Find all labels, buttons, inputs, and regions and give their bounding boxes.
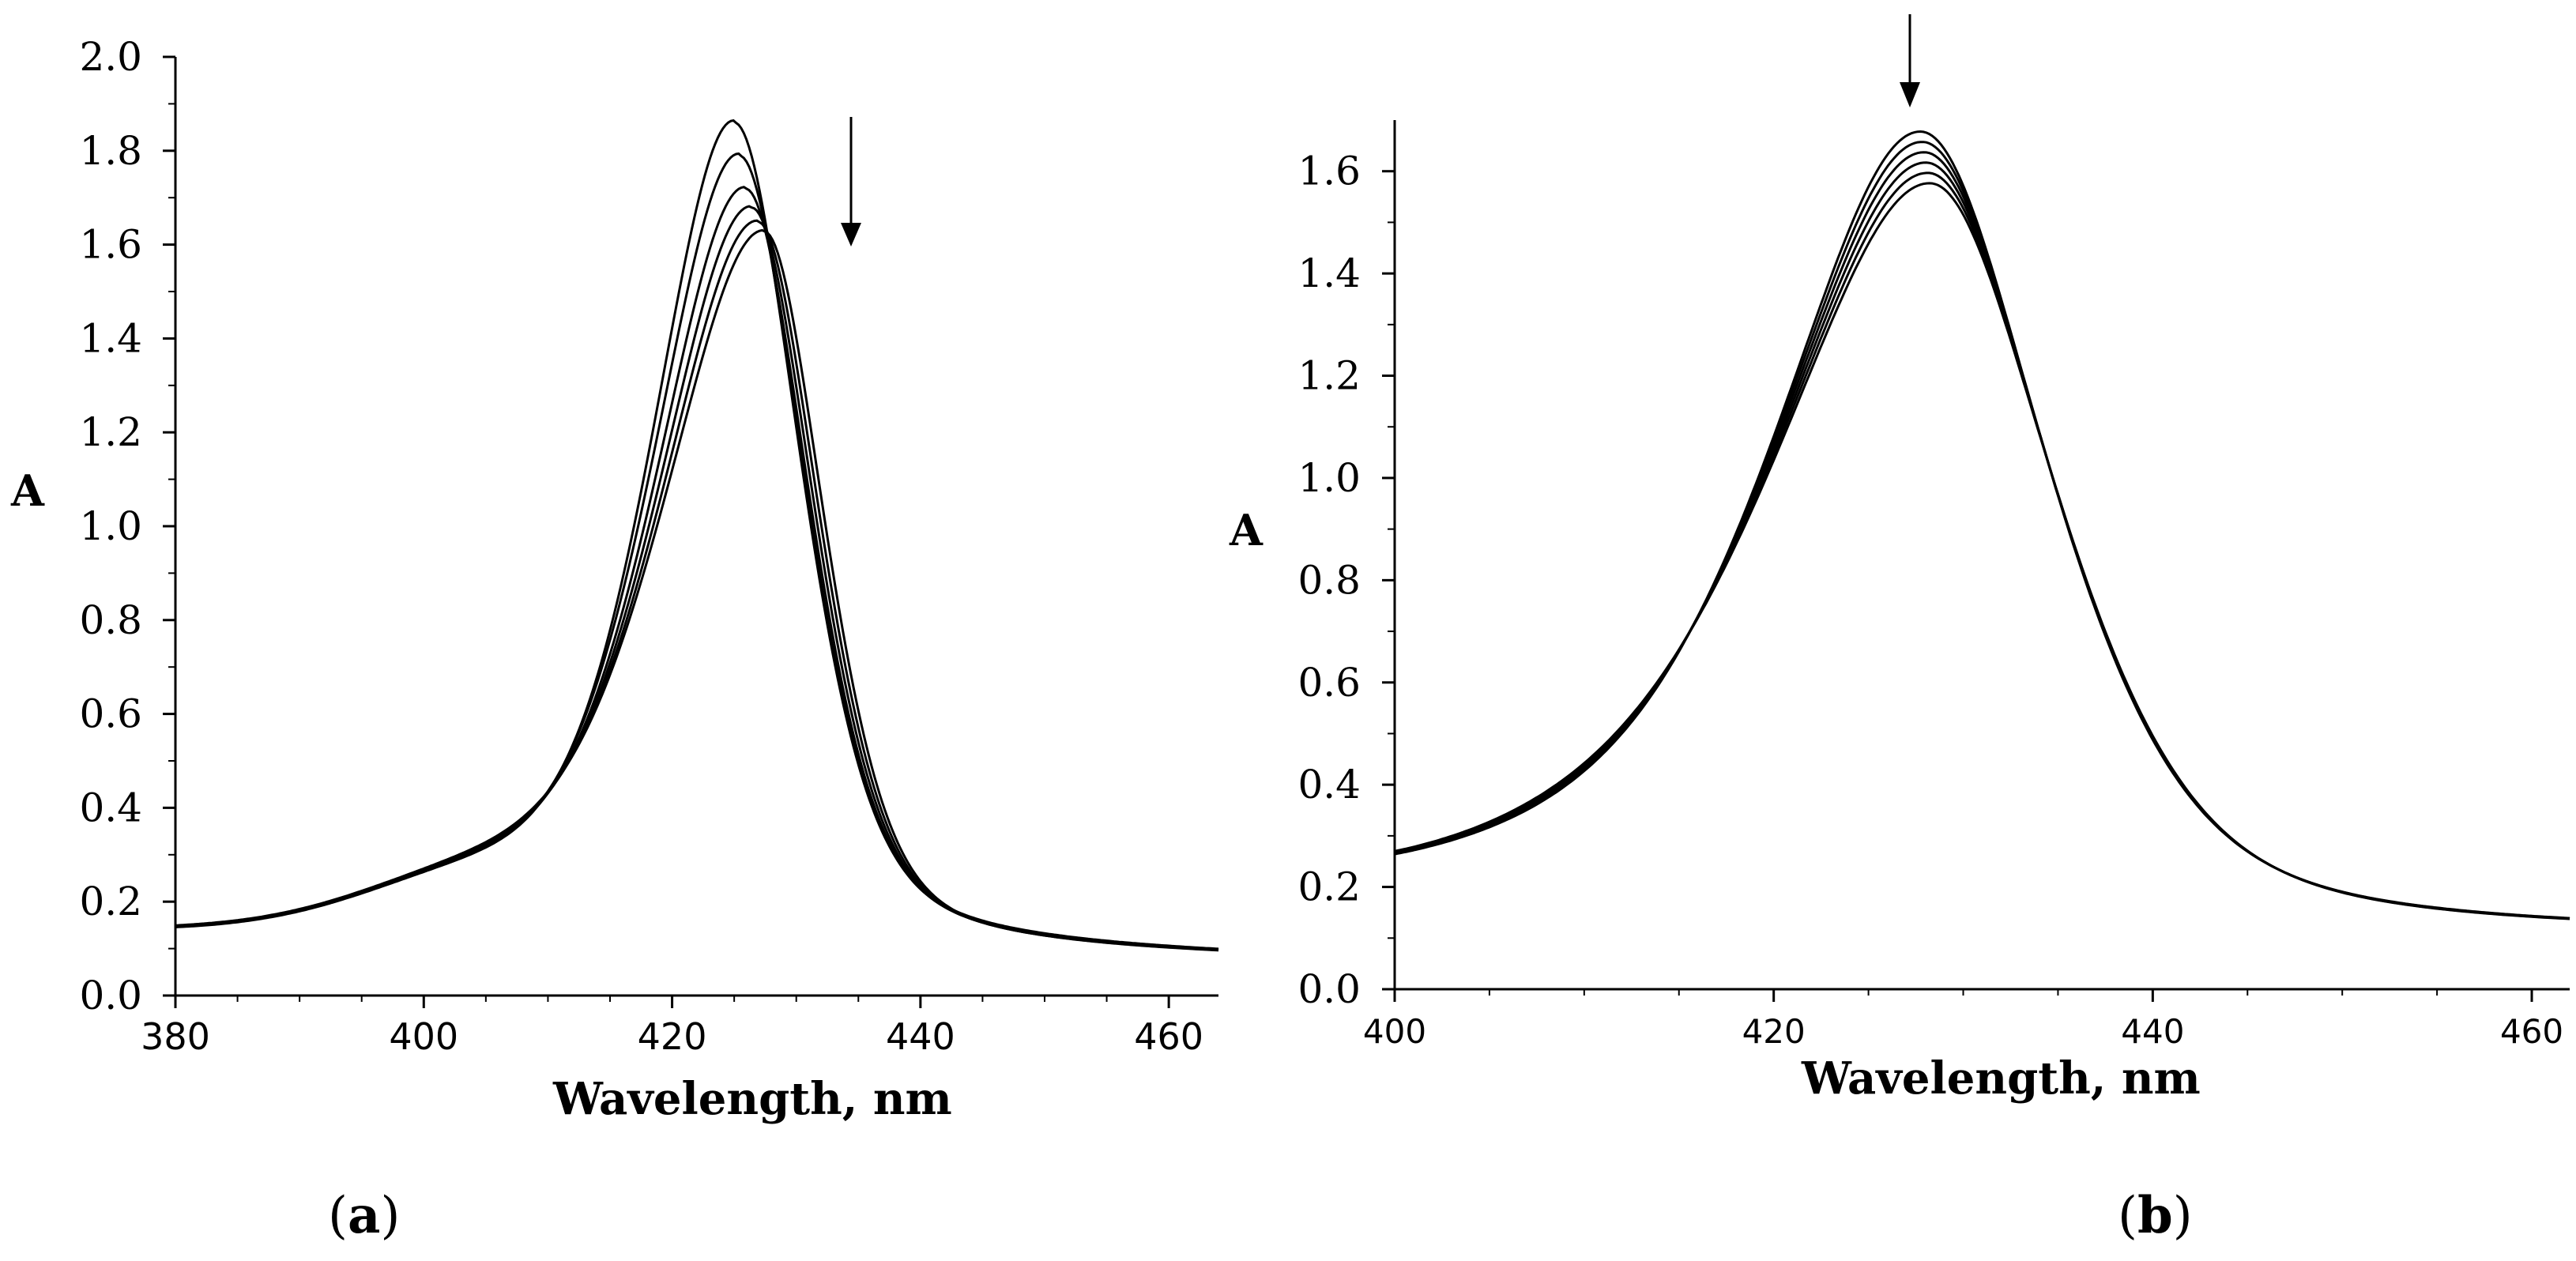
y-tick-label: 1.2	[79, 409, 142, 455]
x-tick-label: 420	[1742, 1012, 1806, 1051]
y-tick-label: 0.8	[1297, 557, 1361, 603]
x-axis-label-a: Wavelength, nm	[552, 1073, 952, 1125]
x-tick-label: 440	[886, 1015, 955, 1058]
x-tick-label: 400	[1363, 1012, 1426, 1051]
y-tick-label: 0.0	[79, 973, 142, 1018]
y-tick-label: 1.4	[1297, 250, 1361, 296]
y-tick-label: 1.6	[1297, 149, 1361, 194]
y-tick-label: 0.4	[1297, 762, 1361, 807]
y-axis-label-a: A	[10, 465, 45, 516]
x-tick-labels-b: 400 420 440 460	[1363, 1012, 2563, 1051]
y-tick-labels-a: 0.0 0.2 0.4 0.6 0.8 1.0 1.2 1.4 1.6 1.8 2.0	[79, 34, 142, 1018]
y-tick-label: 1.4	[79, 315, 142, 361]
spectrum-curve	[175, 205, 1219, 951]
chart-panel-a: 0.0 0.2 0.4 0.6 0.8 1.0 1.2 1.4 1.6 1.8 2.0 380 400…	[10, 34, 1219, 1245]
panel-label-b: (b)	[2118, 1186, 2193, 1245]
y-tick-label: 0.2	[1297, 864, 1361, 910]
axes-b	[1382, 120, 2570, 1002]
axes-a	[163, 55, 1218, 1008]
chart-panel-b: 0.0 0.2 0.4 0.6 0.8 1.0 1.2 1.4 1.6 400 420 440 460…	[1229, 14, 2570, 1245]
arrow-down-icon	[841, 117, 861, 247]
spectra-curves-b	[1394, 130, 2570, 920]
x-tick-label: 420	[638, 1015, 707, 1058]
y-tick-label: 0.6	[79, 691, 142, 737]
x-tick-label: 400	[389, 1015, 458, 1058]
panel-label-a: (a)	[328, 1186, 400, 1245]
y-axis-label-b: A	[1229, 505, 1264, 555]
spectrum-curve	[1394, 171, 2570, 920]
y-tick-label: 0.2	[79, 879, 142, 924]
y-tick-label: 0.4	[79, 785, 142, 830]
spectrum-curve	[175, 186, 1219, 951]
spectrum-curve	[1394, 151, 2570, 920]
y-tick-label: 0.8	[79, 597, 142, 643]
spectra-curves-a	[175, 119, 1219, 952]
x-axis-label-b: Wavelength, nm	[1801, 1052, 2201, 1105]
x-tick-label: 460	[1134, 1015, 1203, 1058]
spectrum-curve	[1394, 161, 2570, 920]
y-tick-label: 2.0	[79, 34, 142, 80]
y-tick-label: 1.0	[79, 503, 142, 549]
y-tick-label: 0.6	[1297, 660, 1361, 706]
y-tick-label: 1.8	[79, 128, 142, 174]
x-tick-label: 460	[2500, 1012, 2563, 1051]
spectrum-curve	[175, 152, 1219, 950]
y-tick-label: 1.0	[1297, 455, 1361, 501]
y-tick-label: 0.0	[1297, 966, 1361, 1012]
spectrum-curve	[1394, 182, 2570, 920]
arrow-down-icon	[1900, 14, 1920, 107]
x-tick-label: 380	[141, 1015, 210, 1058]
x-tick-labels-a: 380 400 420 440 460	[141, 1015, 1203, 1058]
y-tick-label: 1.2	[1297, 353, 1361, 399]
y-tick-label: 1.6	[79, 222, 142, 268]
y-tick-labels-b: 0.0 0.2 0.4 0.6 0.8 1.0 1.2 1.4 1.6	[1297, 149, 1361, 1012]
spectrum-curve	[175, 228, 1219, 952]
x-tick-label: 440	[2121, 1012, 2184, 1051]
